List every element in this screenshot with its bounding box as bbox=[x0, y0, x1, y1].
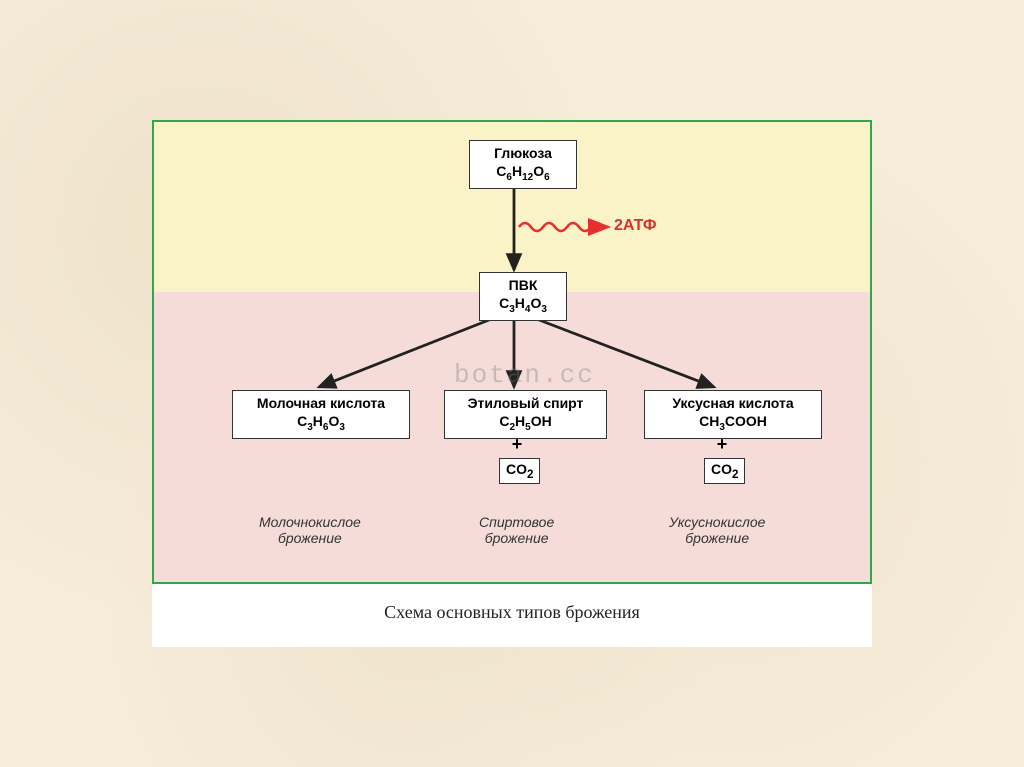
ethanol-formula: C2H5OH bbox=[499, 413, 551, 429]
node-ethanol: Этиловый спирт C2H5OH bbox=[444, 390, 607, 439]
caption-ethanol: Спиртовое брожение bbox=[479, 514, 554, 546]
atp-label: 2АТФ bbox=[614, 217, 656, 235]
diagram-canvas: Глюкоза C6H12O6 ПВК C3H4O3 2АТФ botan.cc… bbox=[152, 120, 872, 584]
caption-acetic: Уксуснокислое брожение bbox=[669, 514, 765, 546]
plus-ethanol: + bbox=[507, 434, 527, 455]
node-pvk: ПВК C3H4O3 bbox=[479, 272, 567, 321]
diagram-title: Схема основных типов брожения bbox=[152, 584, 872, 647]
caption-lactic: Молочнокислое брожение bbox=[259, 514, 361, 546]
ethanol-label: Этиловый спирт bbox=[468, 395, 584, 411]
diagram-frame: Глюкоза C6H12O6 ПВК C3H4O3 2АТФ botan.cc… bbox=[152, 120, 872, 647]
watermark: botan.cc bbox=[454, 360, 595, 390]
glucose-formula: C6H12O6 bbox=[496, 163, 549, 179]
lactic-label: Молочная кислота bbox=[257, 395, 385, 411]
pvk-formula: C3H4O3 bbox=[499, 295, 547, 311]
pvk-label: ПВК bbox=[509, 277, 538, 293]
acetic-label: Уксусная кислота bbox=[672, 395, 793, 411]
node-lactic-acid: Молочная кислота C3H6O3 bbox=[232, 390, 410, 439]
acetic-formula: CH3COOH bbox=[699, 413, 767, 429]
node-co2-acetic: CO2 bbox=[704, 458, 745, 484]
plus-acetic: + bbox=[712, 434, 732, 455]
node-acetic-acid: Уксусная кислота CH3COOH bbox=[644, 390, 822, 439]
node-glucose: Глюкоза C6H12O6 bbox=[469, 140, 577, 189]
lactic-formula: C3H6O3 bbox=[297, 413, 345, 429]
node-co2-ethanol: CO2 bbox=[499, 458, 540, 484]
glucose-label: Глюкоза bbox=[494, 145, 552, 161]
